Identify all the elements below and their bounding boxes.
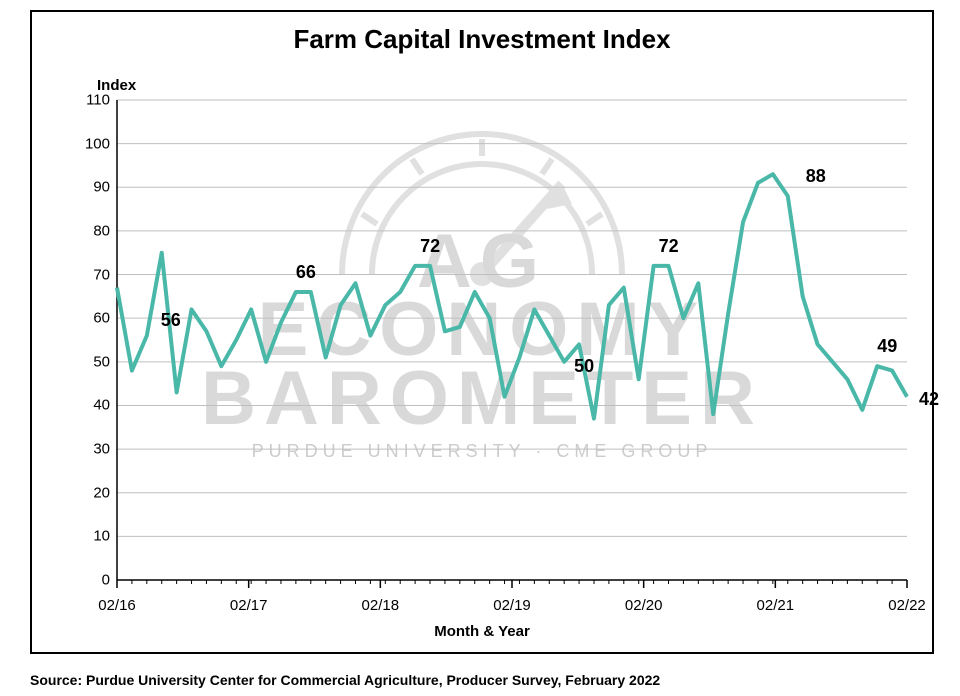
x-tick-label: 02/20 [625, 597, 663, 614]
data-label: 72 [420, 236, 440, 257]
data-label: 56 [161, 310, 181, 331]
y-tick-label: 60 [93, 310, 110, 327]
y-tick-label: 70 [93, 266, 110, 283]
y-tick-label: 10 [93, 528, 110, 545]
x-tick-label: 02/22 [888, 597, 926, 614]
y-tick-label: 40 [93, 397, 110, 414]
y-tick-label: 0 [102, 572, 110, 589]
x-tick-label: 02/18 [362, 597, 400, 614]
plot-svg [117, 100, 907, 580]
data-line [117, 174, 907, 418]
chart-title: Farm Capital Investment Index [32, 24, 932, 55]
x-tick-label: 02/16 [98, 597, 136, 614]
y-tick-label: 20 [93, 484, 110, 501]
x-tick-label: 02/19 [493, 597, 531, 614]
y-tick-label: 90 [93, 179, 110, 196]
data-label: 72 [659, 236, 679, 257]
y-tick-label: 100 [85, 135, 110, 152]
data-label: 88 [806, 166, 826, 187]
data-label: 49 [877, 336, 897, 357]
data-label: 42 [919, 389, 939, 410]
source-text: Source: Purdue University Center for Com… [30, 672, 660, 688]
y-tick-label: 30 [93, 441, 110, 458]
y-tick-label: 80 [93, 222, 110, 239]
data-label: 66 [296, 262, 316, 283]
y-tick-label: 50 [93, 353, 110, 370]
x-tick-label: 02/17 [230, 597, 268, 614]
chart-frame: Farm Capital Investment Index AG ECONOMY… [30, 10, 934, 654]
plot-area [117, 100, 907, 580]
x-axis-title: Month & Year [434, 623, 530, 640]
x-tick-label: 02/21 [757, 597, 795, 614]
y-tick-label: 110 [86, 92, 110, 109]
data-label: 50 [574, 356, 594, 377]
